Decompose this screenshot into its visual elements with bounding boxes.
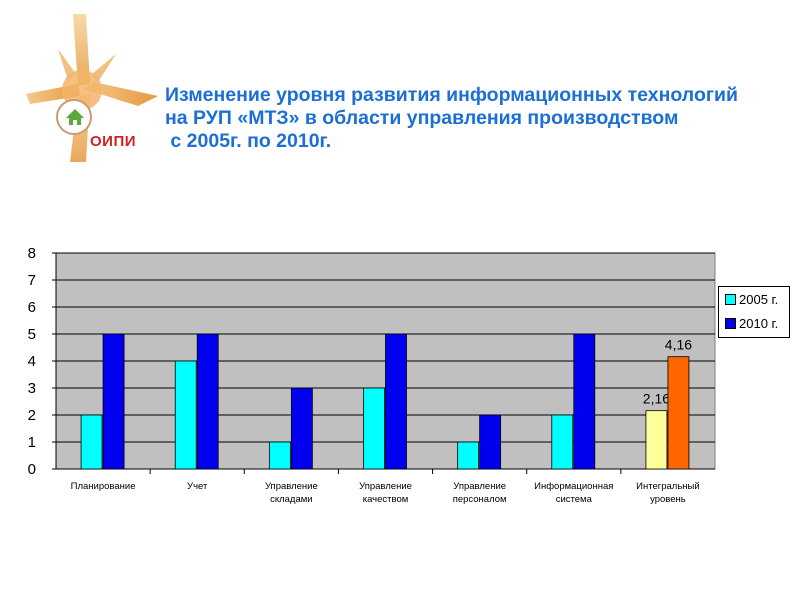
bar <box>479 414 502 470</box>
legend-swatch-2005 <box>725 293 736 305</box>
bar <box>196 333 219 470</box>
bar <box>457 441 480 470</box>
x-tick-label: Учет <box>187 481 208 492</box>
legend-swatch-2010 <box>725 317 736 329</box>
x-tick-label: складами <box>270 494 313 505</box>
title-line-2: на РУП «МТЗ» в области управления произв… <box>165 107 679 129</box>
bar <box>573 333 596 470</box>
bar <box>290 387 313 470</box>
title-line-1: Изменение уровня развития информационных… <box>165 84 738 106</box>
legend-label-2005: 2005 г. <box>739 291 779 307</box>
y-tick-label: 3 <box>28 380 36 397</box>
logo-text: ОИПИ <box>90 133 137 150</box>
x-tick-label: система <box>556 494 593 505</box>
x-tick-label: персоналом <box>453 494 507 505</box>
y-tick-label: 7 <box>28 272 36 289</box>
bar <box>645 410 668 470</box>
y-tick-label: 5 <box>28 326 36 343</box>
slide-title: Изменение уровня развития информационных… <box>165 84 800 153</box>
y-tick-label: 8 <box>28 245 36 262</box>
bar-chart: 0 1 2 3 4 5 6 7 8 Планирование Учет Управление склад… <box>28 245 716 505</box>
x-tick-label: Информационная <box>534 481 613 492</box>
legend-item-2005: 2005 г. <box>725 291 779 307</box>
bar <box>363 387 385 470</box>
y-tick-label: 1 <box>28 434 36 451</box>
x-tick-label: Управление <box>453 481 506 492</box>
data-label: 4,16 <box>665 337 692 353</box>
bar <box>385 333 407 470</box>
bar <box>551 414 574 470</box>
bar <box>102 333 125 470</box>
bar <box>667 356 690 470</box>
oipi-logo <box>26 14 158 162</box>
data-label: 2,16 <box>643 391 670 407</box>
x-tick-label: уровень <box>650 494 686 505</box>
x-tick-label: Управление <box>359 481 412 492</box>
legend-item-2010: 2010 г. <box>725 315 779 331</box>
x-tick-label: Планирование <box>71 481 136 492</box>
bar <box>174 360 197 470</box>
x-tick-label: Интегральный <box>636 481 700 492</box>
chart-legend: 2005 г. 2010 г. <box>718 286 790 338</box>
x-tick-label: Управление <box>265 481 318 492</box>
y-tick-label: 6 <box>28 299 36 316</box>
bar <box>268 441 291 470</box>
legend-label-2010: 2010 г. <box>739 315 779 331</box>
y-tick-label: 2 <box>28 407 36 424</box>
title-line-3: с 2005г. по 2010г. <box>165 130 332 152</box>
bar <box>80 414 103 470</box>
y-tick-label: 0 <box>28 461 36 478</box>
y-tick-label: 4 <box>28 353 36 370</box>
x-tick-label: качеством <box>363 494 409 505</box>
